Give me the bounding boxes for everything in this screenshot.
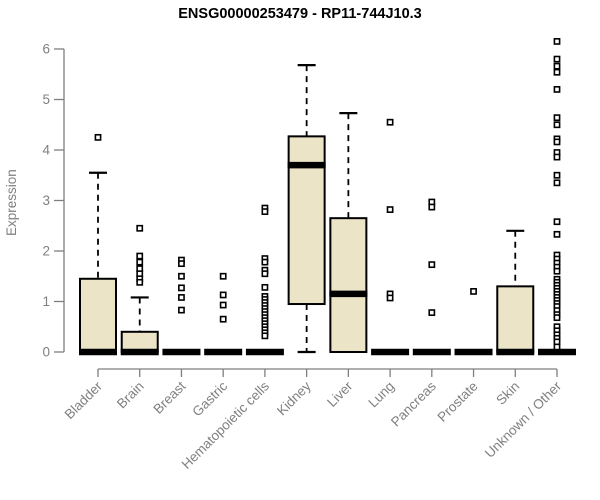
- outlier-point: [219, 315, 227, 323]
- y-axis-tick-label: 5: [42, 92, 50, 107]
- outlier-point: [553, 343, 561, 351]
- x-axis-label: Unknown / Other: [482, 378, 565, 461]
- outlier-point: [136, 278, 144, 286]
- boxplot-gastric: [204, 272, 243, 356]
- outlier-point: [386, 206, 394, 213]
- x-axis-label: Liver: [324, 378, 356, 410]
- x-axis-label: Lung: [365, 379, 397, 411]
- outlier-point: [553, 121, 561, 129]
- boxplot-prostate: [454, 287, 493, 356]
- boxplot-bladder: [79, 133, 117, 356]
- outlier-point: [261, 283, 269, 291]
- box-iqr: [496, 285, 535, 354]
- y-axis-tick-label: 3: [42, 193, 50, 208]
- outlier-point: [553, 86, 561, 93]
- outlier-point: [136, 258, 144, 266]
- boxplot-lung: [371, 118, 410, 356]
- outlier-point: [94, 133, 102, 141]
- outlier-point: [553, 62, 561, 70]
- outlier-point: [178, 294, 185, 301]
- y-axis-tick-label: 0: [42, 345, 50, 360]
- boxplot-kidney: [287, 64, 326, 354]
- outlier-point: [219, 291, 227, 299]
- outlier-point: [178, 260, 185, 268]
- x-axis-label: Gastric: [189, 378, 230, 419]
- boxplot-unknown-other: [538, 38, 576, 356]
- boxplot-brain: [120, 224, 159, 356]
- box-iqr: [79, 277, 117, 353]
- outlier-point: [553, 38, 561, 45]
- y-axis-tick-label: 2: [42, 244, 50, 259]
- boxplot-breast: [162, 256, 201, 356]
- outlier-point: [428, 203, 436, 211]
- y-axis: 0 1 2 3 4 5 6: [42, 42, 65, 360]
- y-axis-tick-label: 4: [42, 143, 50, 158]
- y-axis-tick-label: 6: [42, 42, 50, 57]
- x-axis-label: Skin: [493, 379, 522, 408]
- x-axis-label: Brain: [114, 379, 147, 412]
- outlier-point: [386, 118, 394, 126]
- outlier-point: [386, 294, 394, 302]
- outlier-point: [261, 208, 269, 216]
- x-axis-label: Prostate: [435, 379, 481, 425]
- outlier-point: [261, 270, 269, 278]
- outlier-point: [261, 258, 269, 266]
- outlier-point: [553, 55, 561, 63]
- outlier-point: [553, 68, 561, 76]
- x-axis-label: Kidney: [274, 378, 314, 418]
- boxplot-liver: [329, 112, 368, 353]
- outlier-point: [470, 287, 477, 295]
- outlier-point: [219, 301, 227, 309]
- outlier-point: [178, 272, 185, 280]
- x-axis-label: Bladder: [62, 378, 106, 422]
- outlier-point: [219, 272, 227, 280]
- outlier-point: [553, 171, 561, 179]
- boxplot-hematopoietic-cells: [245, 204, 284, 356]
- outlier-point: [428, 309, 436, 317]
- outlier-point: [178, 306, 185, 314]
- box-iqr: [287, 135, 326, 306]
- outlier-point: [553, 138, 561, 146]
- outlier-point: [553, 114, 561, 122]
- outlier-point: [261, 332, 269, 340]
- outlier-point: [178, 284, 185, 292]
- boxplot-pancreas: [412, 198, 451, 356]
- x-axis-label: Breast: [150, 378, 188, 416]
- outlier-point: [553, 218, 561, 226]
- outlier-point: [553, 267, 561, 275]
- chart-title: ENSG00000253479 - RP11-744J10.3: [178, 6, 422, 22]
- outlier-point: [136, 224, 144, 232]
- outlier-point: [136, 252, 144, 260]
- outlier-point: [553, 314, 561, 322]
- x-axis-label: Pancreas: [388, 378, 439, 429]
- box-iqr: [329, 217, 368, 353]
- boxplot-skin: [496, 229, 535, 356]
- outlier-point: [428, 261, 436, 269]
- outlier-point: [553, 179, 561, 187]
- outlier-point: [553, 153, 561, 161]
- y-axis-tick-label: 1: [42, 294, 50, 309]
- outlier-point: [553, 230, 561, 238]
